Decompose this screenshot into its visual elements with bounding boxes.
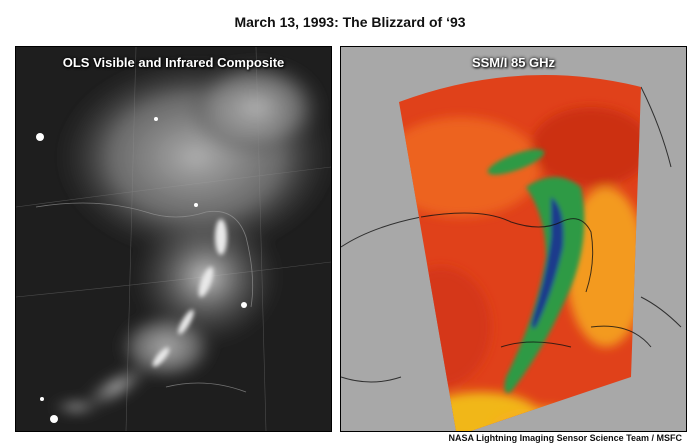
ols-image-panel: OLS Visible and Infrared Composite [15,46,332,432]
ssmi-image-panel: SSM/I 85 GHz [340,46,687,432]
ols-panel-label: OLS Visible and Infrared Composite [62,55,285,70]
ols-satellite-image [16,47,331,431]
ssmi-panel-label: SSM/I 85 GHz [471,55,556,70]
ssmi-satellite-image [341,47,686,431]
figure-title: March 13, 1993: The Blizzard of ‘93 [234,14,466,30]
image-credit: NASA Lightning Imaging Sensor Science Te… [448,433,682,443]
